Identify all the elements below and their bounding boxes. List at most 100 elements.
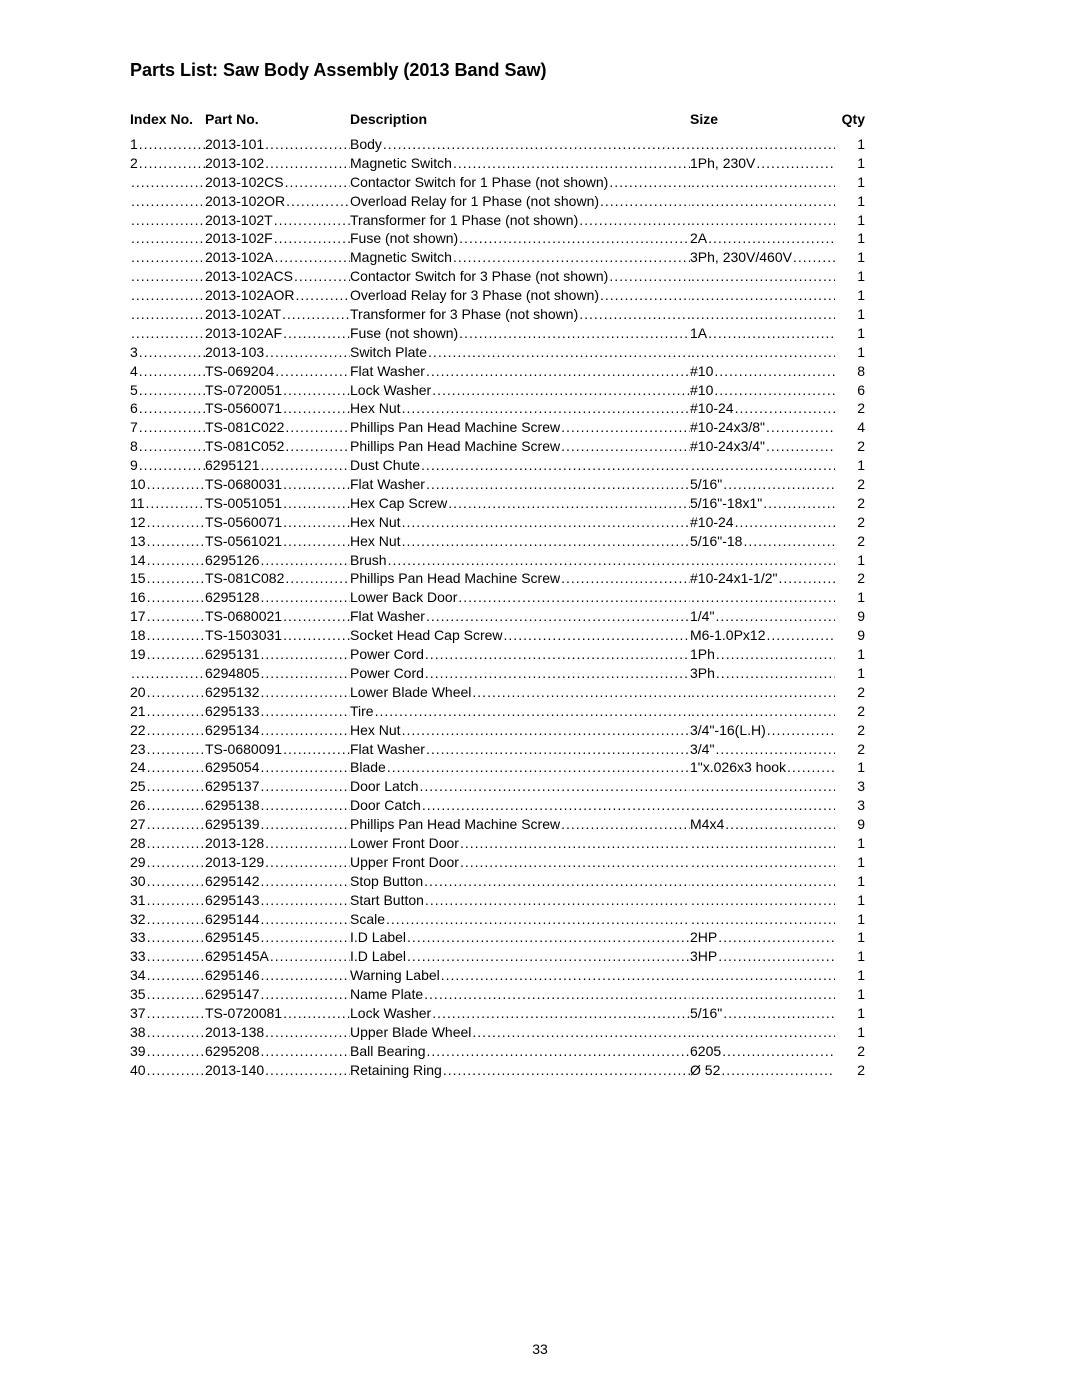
table-row: 256295137Door Latch3 bbox=[130, 777, 950, 796]
cell-description: Hex Nut bbox=[350, 513, 690, 532]
cell-size: 5/16"-18 bbox=[690, 532, 835, 551]
cell-size: 3/4" bbox=[690, 740, 835, 759]
cell-index bbox=[130, 267, 205, 286]
cell-index: 37 bbox=[130, 1004, 205, 1023]
cell-qty: 2 bbox=[835, 702, 865, 721]
cell-size: 1"x.026x3 hook bbox=[690, 758, 835, 777]
cell-partno: TS-1503031 bbox=[205, 626, 350, 645]
cell-index: 31 bbox=[130, 891, 205, 910]
cell-partno: 6295138 bbox=[205, 796, 350, 815]
cell-description: Contactor Switch for 3 Phase (not shown) bbox=[350, 267, 690, 286]
cell-description: Overload Relay for 3 Phase (not shown) bbox=[350, 286, 690, 305]
cell-size bbox=[690, 456, 835, 475]
cell-index bbox=[130, 324, 205, 343]
table-row: 292013-129Upper Front Door1 bbox=[130, 853, 950, 872]
cell-index: 24 bbox=[130, 758, 205, 777]
table-row: 12013-101Body1 bbox=[130, 135, 950, 154]
cell-description: Socket Head Cap Screw bbox=[350, 626, 690, 645]
cell-partno: 2013-102ACS bbox=[205, 267, 350, 286]
cell-index bbox=[130, 211, 205, 230]
cell-size bbox=[690, 305, 835, 324]
cell-partno: 6295145A bbox=[205, 947, 350, 966]
cell-index: 26 bbox=[130, 796, 205, 815]
cell-index bbox=[130, 229, 205, 248]
cell-description: Lock Washer bbox=[350, 381, 690, 400]
table-header: Index No. Part No. Description Size Qty bbox=[130, 111, 950, 127]
cell-partno: TS-0680021 bbox=[205, 607, 350, 626]
cell-description: Flat Washer bbox=[350, 607, 690, 626]
page-number: 33 bbox=[0, 1341, 1080, 1357]
table-row: 356295147Name Plate1 bbox=[130, 985, 950, 1004]
cell-qty: 2 bbox=[835, 513, 865, 532]
table-row: 13TS-0561021Hex Nut5/16"-182 bbox=[130, 532, 950, 551]
cell-partno: 6295128 bbox=[205, 588, 350, 607]
cell-index: 25 bbox=[130, 777, 205, 796]
cell-size bbox=[690, 588, 835, 607]
cell-index bbox=[130, 305, 205, 324]
cell-description: Name Plate bbox=[350, 985, 690, 1004]
cell-size: 5/16" bbox=[690, 475, 835, 494]
cell-index: 17 bbox=[130, 607, 205, 626]
table-row: 32013-103Switch Plate1 bbox=[130, 343, 950, 362]
table-row: 216295133Tire2 bbox=[130, 702, 950, 721]
cell-size: Ø 52 bbox=[690, 1061, 835, 1080]
cell-description: Lock Washer bbox=[350, 1004, 690, 1023]
cell-size: #10-24 bbox=[690, 513, 835, 532]
table-row: 2013-102AMagnetic Switch3Ph, 230V/460V1 bbox=[130, 248, 950, 267]
cell-size: 5/16"-18x1" bbox=[690, 494, 835, 513]
cell-description: Upper Blade Wheel bbox=[350, 1023, 690, 1042]
cell-qty: 1 bbox=[835, 947, 865, 966]
header-size: Size bbox=[690, 111, 835, 127]
cell-index: 16 bbox=[130, 588, 205, 607]
cell-size bbox=[690, 985, 835, 1004]
cell-description: Fuse (not shown) bbox=[350, 324, 690, 343]
cell-description: Warning Label bbox=[350, 966, 690, 985]
cell-index: 20 bbox=[130, 683, 205, 702]
header-qty: Qty bbox=[835, 111, 865, 127]
page-title: Parts List: Saw Body Assembly (2013 Band… bbox=[130, 60, 950, 81]
header-index: Index No. bbox=[130, 111, 205, 127]
cell-partno: 2013-101 bbox=[205, 135, 350, 154]
cell-qty: 9 bbox=[835, 815, 865, 834]
cell-partno: 6295131 bbox=[205, 645, 350, 664]
table-row: 18TS-1503031Socket Head Cap ScrewM6-1.0P… bbox=[130, 626, 950, 645]
cell-partno: 6295146 bbox=[205, 966, 350, 985]
cell-partno: 2013-102A bbox=[205, 248, 350, 267]
cell-index bbox=[130, 664, 205, 683]
cell-qty: 9 bbox=[835, 626, 865, 645]
cell-index: 30 bbox=[130, 872, 205, 891]
cell-qty: 2 bbox=[835, 494, 865, 513]
cell-partno: 6295144 bbox=[205, 910, 350, 929]
cell-index: 19 bbox=[130, 645, 205, 664]
cell-description: Tire bbox=[350, 702, 690, 721]
table-row: 6294805Power Cord3Ph1 bbox=[130, 664, 950, 683]
cell-qty: 2 bbox=[835, 1042, 865, 1061]
table-row: 2013-102OROverload Relay for 1 Phase (no… bbox=[130, 192, 950, 211]
cell-qty: 4 bbox=[835, 418, 865, 437]
cell-index: 33 bbox=[130, 928, 205, 947]
header-partno: Part No. bbox=[205, 111, 350, 127]
cell-description: Blade bbox=[350, 758, 690, 777]
cell-description: Ball Bearing bbox=[350, 1042, 690, 1061]
cell-size: #10 bbox=[690, 381, 835, 400]
cell-qty: 2 bbox=[835, 437, 865, 456]
cell-qty: 2 bbox=[835, 532, 865, 551]
cell-partno: 6295143 bbox=[205, 891, 350, 910]
cell-index: 7 bbox=[130, 418, 205, 437]
cell-partno: 2013-129 bbox=[205, 853, 350, 872]
cell-qty: 2 bbox=[835, 569, 865, 588]
cell-description: Magnetic Switch bbox=[350, 154, 690, 173]
cell-qty: 8 bbox=[835, 362, 865, 381]
cell-index: 4 bbox=[130, 362, 205, 381]
cell-description: Door Catch bbox=[350, 796, 690, 815]
cell-partno: 6295126 bbox=[205, 551, 350, 570]
cell-description: Upper Front Door bbox=[350, 853, 690, 872]
cell-size: #10 bbox=[690, 362, 835, 381]
cell-size: 2A bbox=[690, 229, 835, 248]
cell-size: 1/4" bbox=[690, 607, 835, 626]
table-row: 4TS-069204Flat Washer#108 bbox=[130, 362, 950, 381]
cell-qty: 1 bbox=[835, 267, 865, 286]
cell-size: 3Ph bbox=[690, 664, 835, 683]
cell-description: Scale bbox=[350, 910, 690, 929]
table-row: 7TS-081C022Phillips Pan Head Machine Scr… bbox=[130, 418, 950, 437]
